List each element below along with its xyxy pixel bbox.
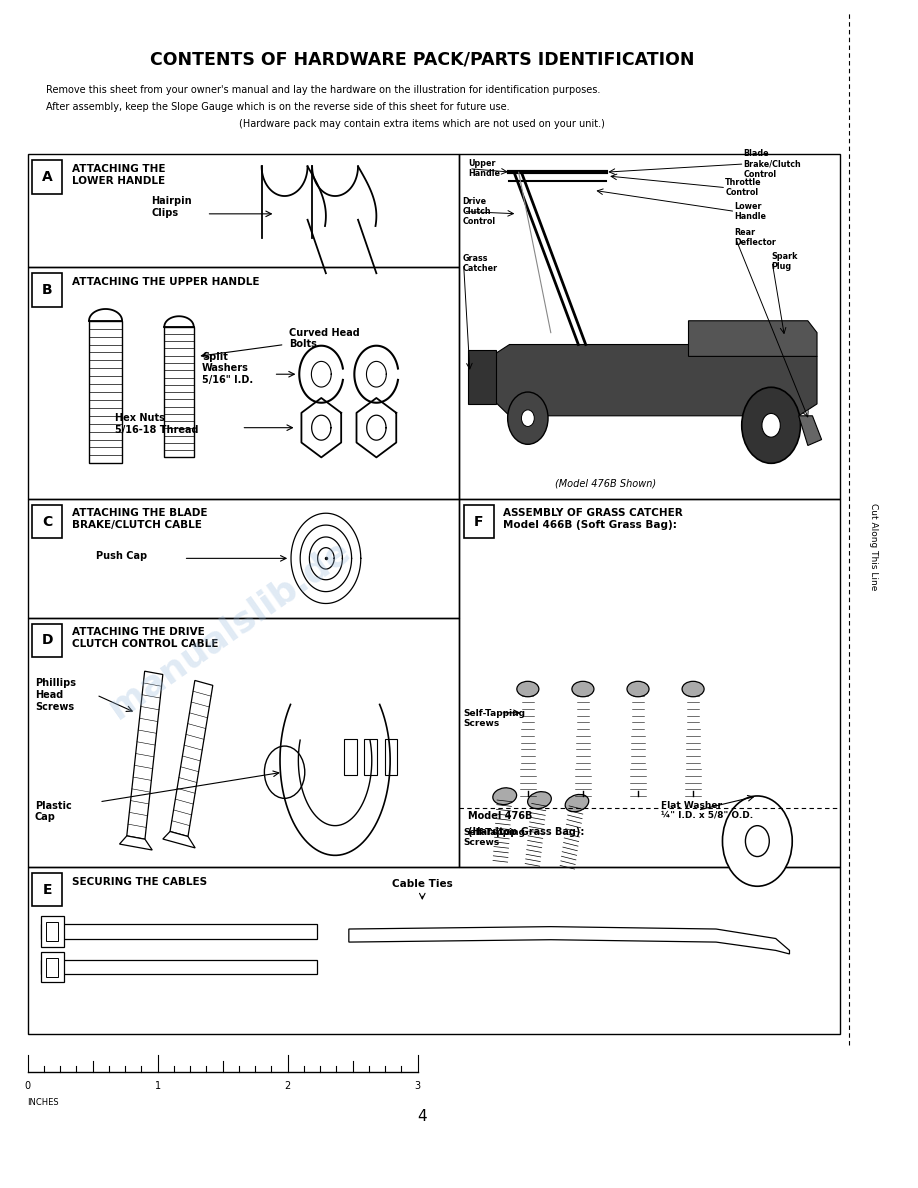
Text: Hairpin
Clips: Hairpin Clips: [151, 196, 192, 217]
Text: E: E: [42, 883, 52, 897]
Text: ATTACHING THE DRIVE
CLUTCH CONTROL CABLE: ATTACHING THE DRIVE CLUTCH CONTROL CABLE: [72, 627, 218, 649]
Bar: [344, 739, 357, 775]
Ellipse shape: [627, 682, 649, 696]
Bar: [32, 160, 62, 194]
Bar: [464, 505, 494, 538]
Bar: [41, 916, 64, 947]
Polygon shape: [468, 350, 496, 404]
Text: (Model 476B Shown): (Model 476B Shown): [555, 479, 656, 488]
Polygon shape: [349, 927, 789, 954]
Text: CONTENTS OF HARDWARE PACK/PARTS IDENTIFICATION: CONTENTS OF HARDWARE PACK/PARTS IDENTIFI…: [150, 50, 695, 69]
Text: C: C: [42, 514, 52, 529]
Bar: [459, 499, 840, 867]
Polygon shape: [170, 681, 213, 836]
Text: Drive
Clutch
Control: Drive Clutch Control: [463, 196, 496, 227]
Bar: [32, 273, 62, 307]
Circle shape: [742, 387, 800, 463]
Text: D: D: [41, 633, 53, 647]
Text: Lower
Handle: Lower Handle: [734, 202, 767, 221]
Text: Flat Washer
¼" I.D. x 5/8" O.D.: Flat Washer ¼" I.D. x 5/8" O.D.: [661, 801, 753, 820]
Bar: [459, 154, 840, 499]
Bar: [385, 739, 397, 775]
Circle shape: [745, 826, 769, 857]
Text: After assembly, keep the Slope Gauge which is on the reverse side of this sheet : After assembly, keep the Slope Gauge whi…: [46, 102, 509, 112]
Bar: [164, 327, 194, 457]
Ellipse shape: [493, 788, 517, 804]
Bar: [41, 924, 317, 939]
Circle shape: [264, 746, 305, 798]
Bar: [364, 739, 377, 775]
Bar: [32, 873, 62, 906]
Text: 3: 3: [415, 1081, 420, 1091]
Bar: [32, 624, 62, 657]
Bar: [28, 154, 459, 267]
Text: Hex Nuts
5/16-18 Thread: Hex Nuts 5/16-18 Thread: [115, 413, 198, 435]
Text: 0: 0: [25, 1081, 30, 1091]
Bar: [28, 867, 840, 1034]
Ellipse shape: [572, 682, 594, 696]
Polygon shape: [127, 671, 162, 839]
Text: Grass
Catcher: Grass Catcher: [463, 254, 498, 273]
Text: Blade
Brake/Clutch
Control: Blade Brake/Clutch Control: [744, 148, 801, 179]
Text: Cable Ties: Cable Ties: [392, 879, 453, 889]
Text: Remove this sheet from your owner's manual and lay the hardware on the illustrat: Remove this sheet from your owner's manu…: [46, 86, 600, 95]
Ellipse shape: [682, 682, 704, 696]
Polygon shape: [799, 416, 822, 446]
Text: INCHES: INCHES: [28, 1098, 59, 1107]
Bar: [46, 922, 58, 941]
Text: (Hardware pack may contain extra items which are not used on your unit.): (Hardware pack may contain extra items w…: [240, 119, 605, 128]
Circle shape: [722, 796, 792, 886]
Text: ASSEMBLY OF GRASS CATCHER
Model 466B (Soft Grass Bag):: ASSEMBLY OF GRASS CATCHER Model 466B (So…: [503, 508, 683, 530]
Text: Self-Tapping
Screws: Self-Tapping Screws: [464, 828, 526, 847]
Polygon shape: [688, 321, 817, 356]
Text: Throttle
Control: Throttle Control: [725, 178, 762, 197]
Bar: [28, 499, 459, 618]
Text: Phillips
Head
Screws: Phillips Head Screws: [35, 678, 76, 712]
Text: Rear
Deflector: Rear Deflector: [734, 228, 777, 247]
Text: 2: 2: [285, 1081, 291, 1091]
Text: ATTACHING THE BLADE
BRAKE/CLUTCH CABLE: ATTACHING THE BLADE BRAKE/CLUTCH CABLE: [72, 508, 207, 530]
Text: Split
Washers
5/16" I.D.: Split Washers 5/16" I.D.: [202, 352, 253, 385]
Bar: [41, 960, 317, 974]
Bar: [28, 267, 459, 499]
Text: Curved Head
Bolts: Curved Head Bolts: [289, 328, 360, 349]
Ellipse shape: [528, 791, 552, 809]
Circle shape: [762, 413, 780, 437]
Text: ATTACHING THE
LOWER HANDLE: ATTACHING THE LOWER HANDLE: [72, 164, 165, 185]
Circle shape: [508, 392, 548, 444]
Text: Upper
Handle: Upper Handle: [468, 159, 500, 178]
Text: 4: 4: [418, 1110, 427, 1124]
Text: B: B: [42, 283, 52, 297]
Text: Plastic
Cap: Plastic Cap: [35, 801, 72, 822]
Text: 1: 1: [154, 1081, 161, 1091]
Text: Cut Along This Line: Cut Along This Line: [869, 503, 879, 590]
Text: Self-Tapping
Screws: Self-Tapping Screws: [464, 709, 526, 728]
Text: (Hardtop Grass Bag):: (Hardtop Grass Bag):: [468, 827, 585, 836]
Bar: [41, 952, 64, 982]
Text: manualslib.de: manualslib.de: [103, 533, 356, 726]
Bar: [89, 321, 122, 463]
Circle shape: [521, 410, 534, 426]
Text: F: F: [474, 514, 484, 529]
Polygon shape: [491, 345, 817, 416]
Ellipse shape: [517, 682, 539, 696]
Text: A: A: [42, 170, 52, 184]
Bar: [28, 618, 459, 867]
Ellipse shape: [565, 795, 588, 811]
Bar: [46, 958, 58, 977]
Text: Spark
Plug: Spark Plug: [771, 252, 798, 271]
Bar: [32, 505, 62, 538]
Text: SECURING THE CABLES: SECURING THE CABLES: [72, 877, 207, 886]
Text: ATTACHING THE UPPER HANDLE: ATTACHING THE UPPER HANDLE: [72, 277, 259, 286]
Text: Model 476B: Model 476B: [468, 811, 532, 821]
Polygon shape: [119, 836, 152, 851]
Text: Push Cap: Push Cap: [96, 551, 148, 561]
Polygon shape: [162, 832, 196, 848]
